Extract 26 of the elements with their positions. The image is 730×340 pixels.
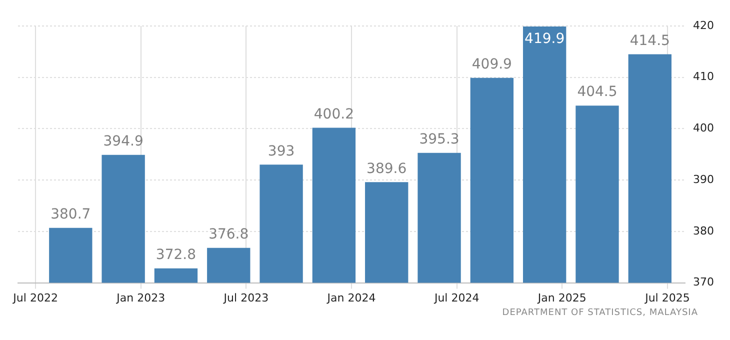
- data-label: 380.7: [50, 206, 91, 222]
- y-tick-label: 380: [693, 224, 714, 238]
- y-tick-label: 420: [693, 18, 714, 32]
- y-tick-label: 400: [693, 122, 714, 135]
- x-tick-label: Jan 2024: [326, 291, 376, 304]
- data-label: 404.5: [577, 84, 618, 100]
- data-label: 395.3: [419, 132, 460, 148]
- x-tick-label: Jul 2023: [222, 291, 269, 304]
- x-tick-label: Jul 2024: [433, 291, 480, 304]
- y-tick-label: 370: [693, 276, 714, 289]
- text: DEPARTMENT OF STATISTICS, MALAYSIA: [501, 308, 699, 318]
- x-tick-label: Jan 2023: [116, 291, 166, 304]
- y-tick-label: 410: [693, 70, 714, 84]
- data-label: 394.9: [103, 134, 144, 150]
- data-label: 400.2: [314, 106, 354, 122]
- data-label: 376.8: [208, 226, 249, 243]
- x-tick-label: Jan 2025: [536, 291, 586, 304]
- data-label: 372.8: [156, 247, 196, 264]
- data-label: 393: [268, 143, 295, 160]
- data-label: 414.5: [630, 32, 670, 49]
- y-tick-label: 390: [693, 172, 714, 186]
- data-label: 419.9: [524, 31, 565, 48]
- x-tick-label: Jul 2025: [644, 291, 690, 304]
- data-label: 409.9: [472, 56, 512, 73]
- x-tick-label: Jul 2022: [12, 291, 58, 304]
- data-label: 389.6: [366, 160, 407, 177]
